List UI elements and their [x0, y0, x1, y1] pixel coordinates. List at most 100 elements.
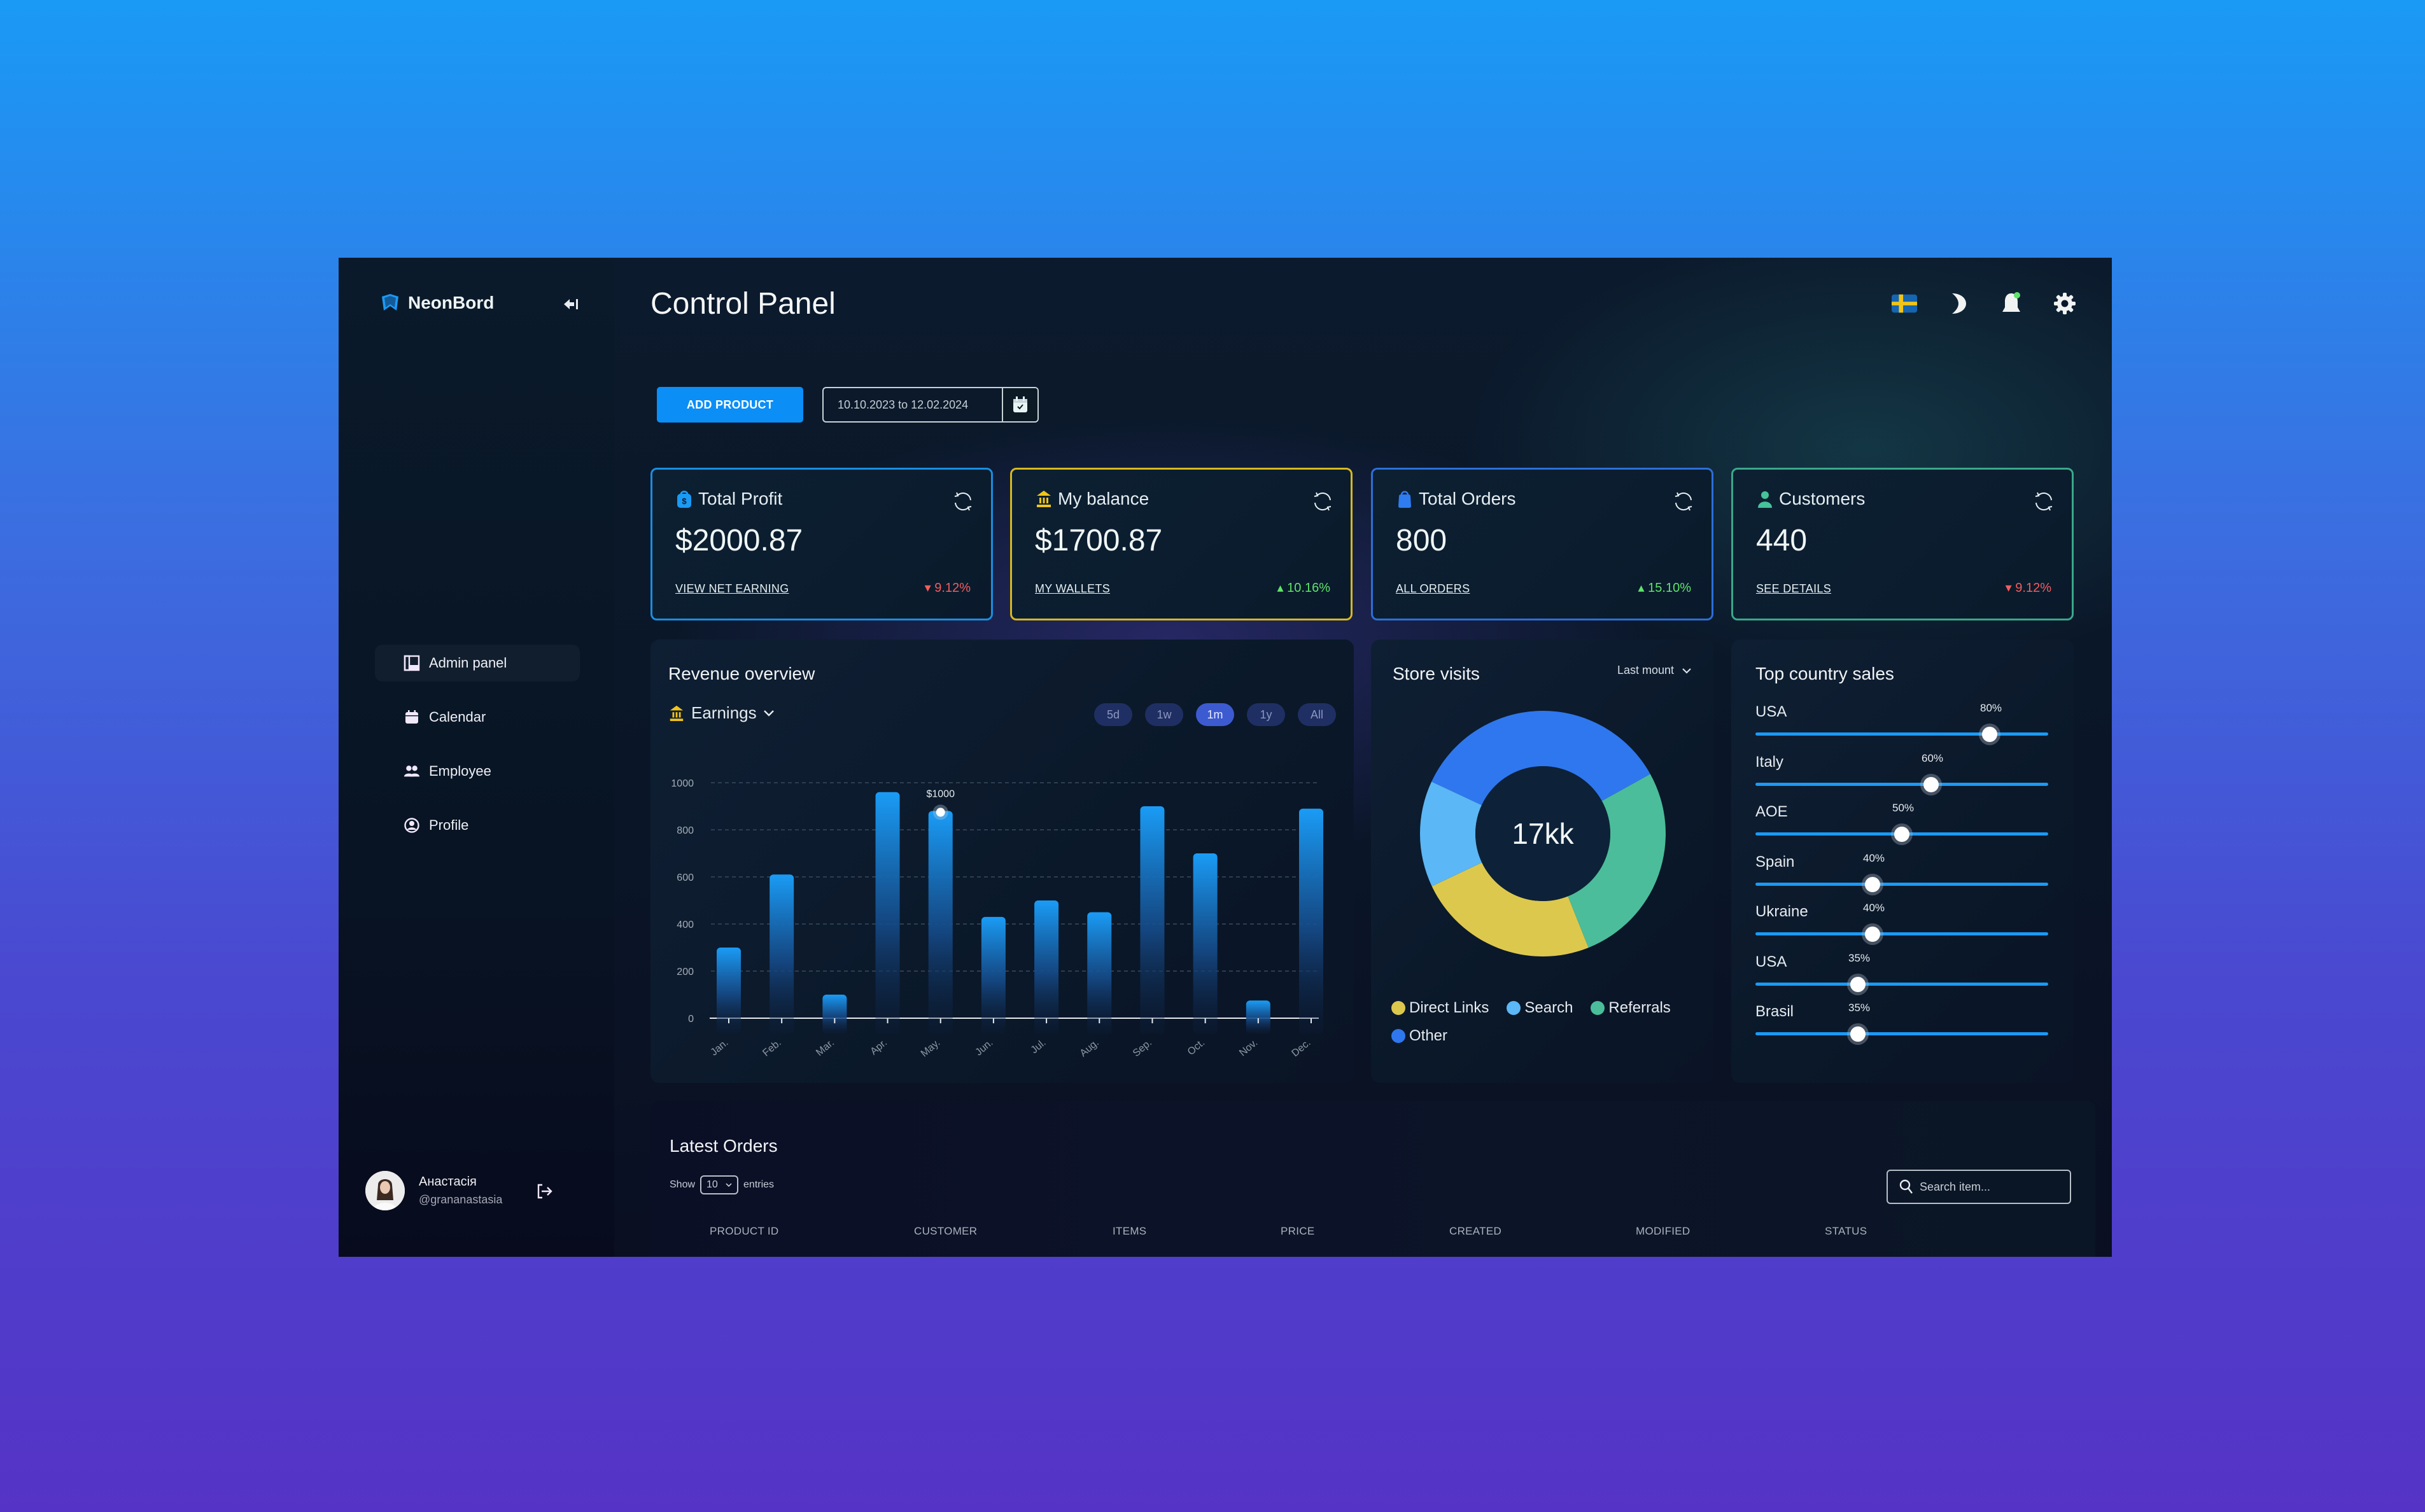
legend-search[interactable]: Search — [1507, 999, 1573, 1017]
language-button[interactable] — [1892, 291, 1917, 316]
logout-icon — [537, 1184, 552, 1199]
country-slider[interactable] — [1755, 927, 2048, 942]
svg-text:0: 0 — [688, 1014, 694, 1025]
card-title: Total Orders — [1419, 489, 1516, 508]
period-label: Last mount — [1617, 664, 1674, 676]
country-slider[interactable] — [1755, 976, 2048, 992]
brand[interactable]: NeonBord — [380, 293, 494, 313]
range-1m[interactable]: 1m — [1196, 703, 1234, 726]
user-circle-icon — [404, 818, 419, 833]
my-wallets-link[interactable]: MY WALLETS — [1035, 582, 1111, 595]
country-percent: 80% — [1979, 702, 2002, 714]
trend-down: ▾ 9.12% — [2006, 580, 2051, 596]
chevron-down-icon — [1682, 668, 1691, 674]
country-slider[interactable] — [1755, 776, 2048, 792]
slider-thumb[interactable] — [1850, 1026, 1866, 1042]
refresh-icon[interactable] — [2032, 490, 2055, 513]
sidebar-item-profile[interactable]: Profile — [375, 807, 580, 844]
header-actions — [1892, 291, 2077, 316]
store-visits-donut-chart: 17kk — [1420, 711, 1666, 956]
up-arrow-icon: ▴ — [1638, 581, 1648, 595]
stat-card-customers: Customers 440 SEE DETAILS ▾ 9.12% — [1731, 468, 2074, 620]
collapse-sidebar-button[interactable] — [558, 293, 584, 316]
earnings-dropdown[interactable]: Earnings — [668, 703, 775, 723]
legend-direct-links[interactable]: Direct Links — [1391, 999, 1489, 1017]
period-dropdown[interactable]: Last mount — [1617, 664, 1692, 677]
country-slider[interactable] — [1755, 727, 2048, 742]
slider-thumb[interactable] — [1865, 927, 1880, 942]
country-name: Spain — [1755, 853, 1795, 871]
column-created[interactable]: CREATED — [1449, 1225, 1502, 1237]
legend-label: Referrals — [1608, 999, 1671, 1016]
legend-referrals[interactable]: Referrals — [1591, 999, 1671, 1017]
svg-text:Sep.: Sep. — [1131, 1037, 1154, 1059]
moon-icon — [1952, 293, 1966, 314]
brand-name: NeonBord — [408, 293, 495, 312]
legend-other[interactable]: Other — [1391, 1027, 1447, 1045]
delta-value: 10.16% — [1287, 581, 1330, 595]
stat-card-total-profit: $ Total Profit $2000.87 VIEW NET EARNING… — [650, 468, 993, 620]
legend-label: Search — [1524, 999, 1573, 1016]
slider-thumb[interactable] — [1850, 976, 1866, 992]
column-items[interactable]: ITEMS — [1113, 1225, 1147, 1237]
panel-title: Top country sales — [1755, 664, 1894, 683]
theme-toggle-button[interactable] — [1945, 291, 1971, 316]
column-status[interactable]: STATUS — [1825, 1225, 1867, 1237]
view-net-earning-link[interactable]: VIEW NET EARNING — [675, 582, 789, 595]
see-details-link[interactable]: SEE DETAILS — [1756, 582, 1832, 595]
country-name: Ukraine — [1755, 903, 1808, 920]
delta-value: 9.12% — [2015, 581, 2051, 595]
country-slider[interactable] — [1755, 827, 2048, 842]
country-slider[interactable] — [1755, 1026, 2048, 1042]
calendar-check-icon — [1013, 396, 1027, 412]
slider-thumb[interactable] — [1923, 776, 1939, 792]
slider-thumb[interactable] — [1865, 876, 1880, 892]
bell-icon — [2002, 292, 2020, 312]
country-row: Spain 40% — [1755, 852, 2048, 892]
logo-icon — [382, 294, 398, 311]
delta-value: 15.10% — [1648, 581, 1691, 595]
svg-text:800: 800 — [677, 825, 694, 836]
sidebar-item-admin-panel[interactable]: Admin panel — [375, 645, 580, 682]
refresh-icon[interactable] — [952, 490, 974, 513]
logout-button[interactable] — [536, 1182, 556, 1203]
entries-label: entries — [743, 1179, 775, 1190]
trend-up: ▴ 10.16% — [1277, 580, 1330, 596]
search-box[interactable] — [1887, 1170, 2071, 1204]
entries-select[interactable]: 10 — [700, 1175, 739, 1194]
range-all[interactable]: All — [1298, 703, 1336, 726]
column-price[interactable]: PRICE — [1281, 1225, 1315, 1237]
refresh-icon[interactable] — [1311, 490, 1334, 513]
refresh-icon[interactable] — [1672, 490, 1695, 513]
svg-text:400: 400 — [677, 920, 694, 930]
all-orders-link[interactable]: ALL ORDERS — [1396, 582, 1470, 595]
app-window: NeonBord Admin panel Calendar Employee — [339, 258, 2112, 1257]
notifications-button[interactable] — [1999, 291, 2024, 316]
range-1y[interactable]: 1y — [1247, 703, 1285, 726]
column-product-id[interactable]: PRODUCT ID — [710, 1225, 779, 1237]
range-1w[interactable]: 1w — [1145, 703, 1183, 726]
range-5d[interactable]: 5d — [1094, 703, 1132, 726]
country-name: USA — [1755, 703, 1787, 720]
calendar-button[interactable] — [1002, 388, 1037, 421]
column-modified[interactable]: MODIFIED — [1636, 1225, 1690, 1237]
up-arrow-icon: ▴ — [1277, 581, 1288, 595]
sidebar-item-label: Admin panel — [429, 655, 507, 671]
date-range-picker[interactable]: 10.10.2023 to 12.02.2024 — [822, 387, 1039, 423]
column-customer[interactable]: CUSTOMER — [914, 1225, 978, 1237]
card-value: 440 — [1756, 524, 1808, 557]
chevron-down-icon — [763, 710, 774, 717]
settings-button[interactable] — [2052, 291, 2077, 316]
user-profile[interactable]: Анастасія @grananastasia — [365, 1171, 502, 1210]
add-product-button[interactable]: ADD PRODUCT — [657, 387, 803, 423]
sidebar-item-calendar[interactable]: Calendar — [375, 699, 580, 736]
svg-text:$1000: $1000 — [926, 788, 955, 799]
trend-down: ▾ 9.12% — [925, 580, 971, 596]
sidebar-item-employee[interactable]: Employee — [375, 753, 580, 790]
svg-text:600: 600 — [677, 872, 694, 883]
slider-thumb[interactable] — [1894, 827, 1909, 842]
date-range-value[interactable]: 10.10.2023 to 12.02.2024 — [838, 398, 969, 411]
search-input[interactable] — [1920, 1180, 2060, 1194]
slider-thumb[interactable] — [1982, 727, 1997, 742]
country-slider[interactable] — [1755, 876, 2048, 892]
